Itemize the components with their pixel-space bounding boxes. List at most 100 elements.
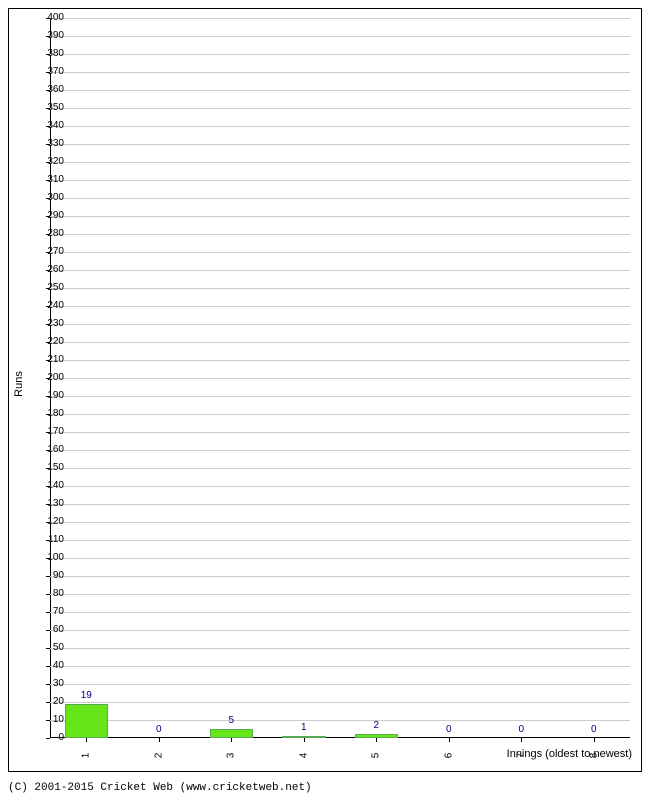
bar-value-label: 19 bbox=[81, 690, 92, 701]
y-tick-label: 210 bbox=[34, 355, 64, 365]
y-tick-label: 290 bbox=[34, 211, 64, 221]
y-tick-label: 270 bbox=[34, 247, 64, 257]
y-tick-label: 30 bbox=[34, 679, 64, 689]
y-tick-label: 380 bbox=[34, 49, 64, 59]
bar-value-label: 2 bbox=[373, 720, 379, 731]
gridline bbox=[50, 648, 630, 649]
y-tick-label: 230 bbox=[34, 319, 64, 329]
gridline bbox=[50, 306, 630, 307]
y-tick-label: 130 bbox=[34, 499, 64, 509]
y-tick-label: 320 bbox=[34, 157, 64, 167]
gridline bbox=[50, 684, 630, 685]
y-tick-label: 170 bbox=[34, 427, 64, 437]
bar bbox=[355, 734, 399, 738]
x-tick-mark bbox=[521, 738, 522, 742]
gridline bbox=[50, 252, 630, 253]
gridline bbox=[50, 432, 630, 433]
gridline bbox=[50, 36, 630, 37]
gridline bbox=[50, 324, 630, 325]
y-tick-label: 60 bbox=[34, 625, 64, 635]
gridline bbox=[50, 144, 630, 145]
bar bbox=[210, 729, 254, 738]
gridline bbox=[50, 486, 630, 487]
y-tick-label: 100 bbox=[34, 553, 64, 563]
x-tick-label: 8 bbox=[588, 753, 599, 759]
gridline bbox=[50, 288, 630, 289]
bar-value-label: 0 bbox=[156, 724, 162, 735]
gridline bbox=[50, 360, 630, 361]
gridline bbox=[50, 108, 630, 109]
y-tick-label: 300 bbox=[34, 193, 64, 203]
y-tick-label: 280 bbox=[34, 229, 64, 239]
y-tick-label: 0 bbox=[34, 733, 64, 743]
gridline bbox=[50, 576, 630, 577]
bar bbox=[65, 704, 109, 738]
y-tick-label: 120 bbox=[34, 517, 64, 527]
gridline bbox=[50, 666, 630, 667]
y-tick-label: 160 bbox=[34, 445, 64, 455]
gridline bbox=[50, 612, 630, 613]
gridline bbox=[50, 378, 630, 379]
y-tick-label: 190 bbox=[34, 391, 64, 401]
y-tick-label: 390 bbox=[34, 31, 64, 41]
gridline bbox=[50, 126, 630, 127]
x-tick-mark bbox=[231, 738, 232, 742]
y-tick-label: 80 bbox=[34, 589, 64, 599]
plot-area bbox=[50, 18, 630, 738]
gridline bbox=[50, 72, 630, 73]
gridline bbox=[50, 594, 630, 595]
y-tick-label: 220 bbox=[34, 337, 64, 347]
bar-value-label: 5 bbox=[228, 715, 234, 726]
gridline bbox=[50, 216, 630, 217]
gridline bbox=[50, 414, 630, 415]
y-tick-label: 180 bbox=[34, 409, 64, 419]
gridline bbox=[50, 18, 630, 19]
x-tick-label: 5 bbox=[371, 753, 382, 759]
y-tick-label: 360 bbox=[34, 85, 64, 95]
y-tick-label: 200 bbox=[34, 373, 64, 383]
gridline bbox=[50, 702, 630, 703]
y-axis-label: Runs bbox=[13, 371, 25, 397]
y-tick-label: 110 bbox=[34, 535, 64, 545]
y-tick-label: 260 bbox=[34, 265, 64, 275]
y-tick-label: 70 bbox=[34, 607, 64, 617]
y-tick-label: 50 bbox=[34, 643, 64, 653]
bar-value-label: 0 bbox=[446, 724, 452, 735]
footer-copyright: (C) 2001-2015 Cricket Web (www.cricketwe… bbox=[8, 782, 312, 794]
gridline bbox=[50, 558, 630, 559]
x-tick-label: 7 bbox=[516, 753, 527, 759]
gridline bbox=[50, 342, 630, 343]
gridline bbox=[50, 522, 630, 523]
gridline bbox=[50, 720, 630, 721]
x-tick-mark bbox=[159, 738, 160, 742]
x-tick-mark bbox=[594, 738, 595, 742]
x-tick-mark bbox=[449, 738, 450, 742]
y-tick-label: 310 bbox=[34, 175, 64, 185]
gridline bbox=[50, 450, 630, 451]
x-tick-label: 6 bbox=[443, 753, 454, 759]
gridline bbox=[50, 270, 630, 271]
gridline bbox=[50, 540, 630, 541]
y-tick-label: 10 bbox=[34, 715, 64, 725]
x-tick-label: 1 bbox=[81, 753, 92, 759]
gridline bbox=[50, 396, 630, 397]
bar-value-label: 1 bbox=[301, 722, 307, 733]
x-tick-label: 4 bbox=[298, 753, 309, 759]
y-tick-label: 350 bbox=[34, 103, 64, 113]
gridline bbox=[50, 234, 630, 235]
chart-container: Runs Innings (oldest to newest) (C) 2001… bbox=[0, 0, 650, 800]
gridline bbox=[50, 630, 630, 631]
gridline bbox=[50, 162, 630, 163]
x-tick-mark bbox=[304, 738, 305, 742]
y-tick-label: 20 bbox=[34, 697, 64, 707]
y-tick-label: 400 bbox=[34, 13, 64, 23]
gridline bbox=[50, 504, 630, 505]
x-tick-mark bbox=[376, 738, 377, 742]
y-tick-label: 340 bbox=[34, 121, 64, 131]
y-tick-label: 150 bbox=[34, 463, 64, 473]
gridline bbox=[50, 468, 630, 469]
x-tick-label: 3 bbox=[226, 753, 237, 759]
gridline bbox=[50, 180, 630, 181]
x-tick-mark bbox=[86, 738, 87, 742]
bar-value-label: 0 bbox=[518, 724, 524, 735]
